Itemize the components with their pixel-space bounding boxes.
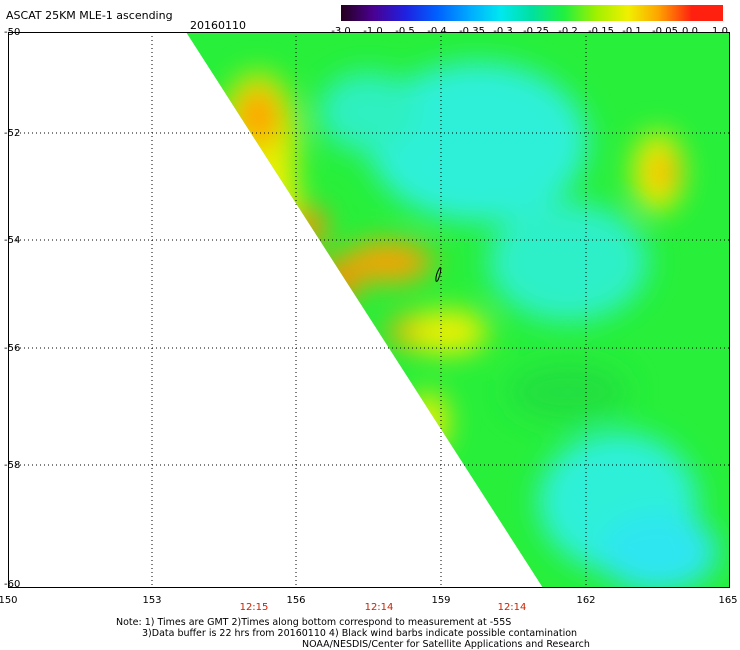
pass-time: 12:14	[364, 602, 394, 613]
pass-time: 12:14	[497, 602, 527, 613]
colorbar-tick: -0.3	[493, 26, 513, 37]
lat-label: -58	[4, 460, 21, 471]
colorbar-tick: 0.0	[682, 26, 698, 37]
colorbar-segment	[372, 5, 406, 21]
note-line-3: NOAA/NESDIS/Center for Satellite Applica…	[302, 639, 590, 650]
swath-data	[186, 32, 730, 588]
colorbar	[341, 5, 724, 21]
colorbar-tick: -1.0	[363, 26, 383, 37]
lat-label: -56	[4, 343, 21, 354]
colorbar-tick: -0.25	[523, 26, 549, 37]
colorbar-segment	[595, 5, 628, 21]
colorbar-segment	[563, 5, 597, 21]
lon-label: 162	[576, 595, 596, 606]
pass-time: 12:15	[239, 602, 269, 613]
colorbar-segment	[468, 5, 501, 21]
island-outline	[435, 267, 442, 282]
colorbar-segment	[659, 5, 692, 21]
lon-label: 159	[431, 595, 451, 606]
swath-map	[8, 32, 730, 588]
colorbar-segment	[436, 5, 469, 21]
lon-label: 150	[0, 595, 18, 606]
colorbar-tick: -0.4	[427, 26, 447, 37]
colorbar-segment	[691, 5, 724, 21]
lat-label: -52	[4, 128, 21, 139]
lat-label: -50	[4, 27, 21, 38]
product-date: 20160110	[190, 19, 246, 32]
colorbar-segment	[404, 5, 437, 21]
colorbar-tick: -0.35	[459, 26, 485, 37]
colorbar-tick: -0.1	[622, 26, 642, 37]
colorbar-segment	[500, 5, 533, 21]
map-gridlines	[8, 32, 730, 588]
lat-label: -60	[4, 579, 21, 590]
colorbar-tick: 1.0	[712, 26, 728, 37]
colorbar-tick: -0.15	[588, 26, 614, 37]
colorbar-tick: -3.0	[331, 26, 351, 37]
colorbar-tick: -0.2	[558, 26, 578, 37]
product-title: ASCAT 25KM MLE-1 ascending	[6, 9, 173, 22]
lat-label: -54	[4, 235, 21, 246]
lon-label: 165	[718, 595, 738, 606]
note-line-1: Note: 1) Times are GMT 2)Times along bot…	[116, 617, 512, 628]
note-line-2: 3)Data buffer is 22 hrs from 20160110 4)…	[142, 628, 578, 639]
footnotes: Note: 1) Times are GMT 2)Times along bot…	[116, 617, 590, 650]
lon-label: 156	[286, 595, 306, 606]
lon-label: 153	[142, 595, 162, 606]
colorbar-segment	[627, 5, 660, 21]
colorbar-tick: -0.05	[652, 26, 678, 37]
colorbar-tick: -0.5	[395, 26, 415, 37]
colorbar-segment	[532, 5, 565, 21]
colorbar-segment	[341, 5, 374, 21]
